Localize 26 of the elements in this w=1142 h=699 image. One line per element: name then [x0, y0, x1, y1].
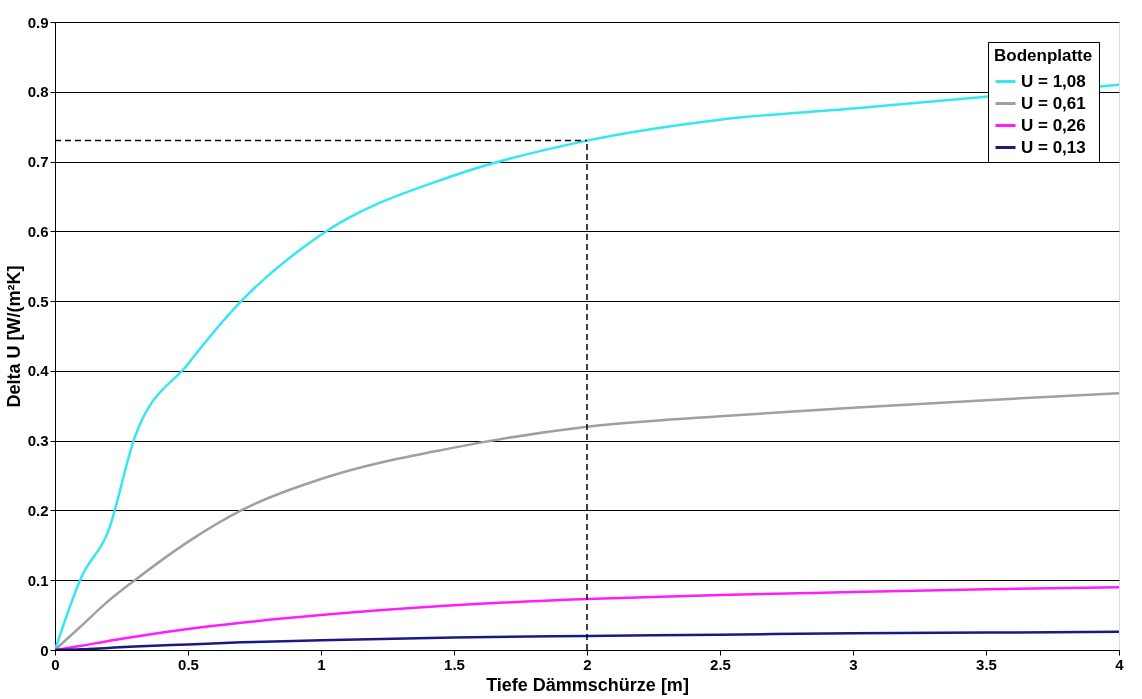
legend-title: Bodenplatte: [994, 46, 1093, 65]
x-axis-title: Tiefe Dämmschürze [m]: [486, 674, 689, 695]
y-tick-label: 0.6: [27, 222, 49, 240]
y-tick-label: 0.4: [27, 362, 50, 380]
x-tick-label: 3: [849, 655, 858, 673]
x-tick-label: 3.5: [976, 655, 997, 673]
legend-label: U = 0,13: [1021, 137, 1086, 157]
y-tick-label: 0.9: [27, 13, 49, 31]
x-tick-label: 1: [317, 655, 326, 673]
legend-label: U = 0,61: [1021, 93, 1086, 113]
y-tick-label: 0.8: [27, 83, 49, 101]
y-tick-label: 0.3: [27, 432, 49, 450]
x-tick-label: 0: [51, 655, 60, 673]
y-tick-label: 0.5: [27, 292, 49, 310]
x-tick-label: 2.5: [710, 655, 731, 673]
y-axis-title: Delta U [W/(m²K]: [3, 265, 24, 408]
y-tick-label: 0.2: [27, 501, 49, 519]
y-tick-label: 0.1: [27, 571, 49, 589]
x-tick-label: 2: [583, 655, 592, 673]
y-tick-label: 0.7: [27, 153, 49, 171]
y-tick-label: 0: [40, 641, 49, 659]
x-tick-label: 4: [1115, 655, 1125, 673]
x-tick-label: 1.5: [444, 655, 465, 673]
legend-label: U = 0,26: [1021, 115, 1086, 135]
x-tick-label: 0.5: [178, 655, 199, 673]
legend-label: U = 1,08: [1021, 71, 1086, 91]
